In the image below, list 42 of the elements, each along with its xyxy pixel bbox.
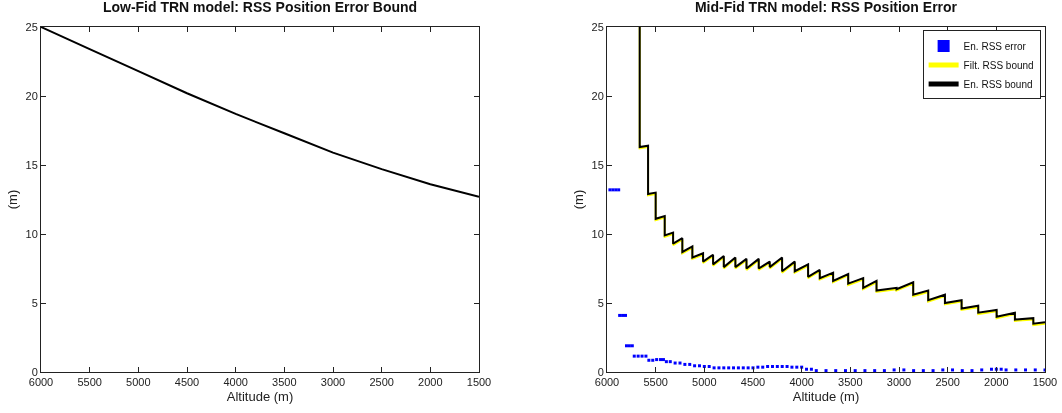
y-tick-label: 5 (31, 296, 38, 309)
x-axis-title: Altitude (m) (226, 388, 294, 404)
y-tick-label: 20 (591, 89, 604, 102)
y-tick-label: 15 (591, 158, 604, 171)
x-tick-label: 1500 (1032, 376, 1058, 389)
x-tick-label: 5500 (643, 376, 668, 389)
x-axis-title: Altitude (m) (792, 388, 860, 404)
x-tick-label: 4000 (223, 376, 248, 389)
line-series (41, 27, 479, 198)
y-axis-title: (m) (571, 189, 587, 210)
x-tick-label: 3000 (320, 376, 346, 389)
x-tick-label: 2000 (984, 376, 1009, 389)
x-tick-label: 4000 (789, 376, 814, 389)
x-tick-label: 3500 (838, 376, 863, 389)
x-tick-label: 2000 (418, 376, 443, 389)
y-tick-label: 10 (25, 227, 38, 240)
y-tick-label: 15 (25, 158, 38, 171)
chart-title: Mid-Fid TRN model: RSS Position Error (694, 0, 958, 15)
y-axis-title: (m) (5, 189, 21, 210)
y-tick-label: 0 (597, 365, 604, 378)
x-tick-label: 2500 (935, 376, 960, 389)
x-tick-label: 4500 (740, 376, 766, 389)
y-tick-label: 10 (591, 227, 604, 240)
x-tick-label: 4500 (174, 376, 200, 389)
y-tick-label: 25 (591, 20, 604, 33)
x-tick-label: 5000 (126, 376, 151, 389)
y-tick-label: 5 (597, 296, 604, 309)
x-tick-label: 6000 (28, 376, 54, 389)
legend-label: En. RSS error (963, 40, 1027, 52)
x-tick-label: 6000 (594, 376, 620, 389)
x-tick-label: 5000 (692, 376, 717, 389)
y-tick-label: 25 (25, 20, 38, 33)
chart-title: Low-Fid TRN model: RSS Position Error Bound (102, 0, 418, 15)
y-tick-label: 20 (25, 89, 38, 102)
legend-label: Filt. RSS bound (963, 59, 1034, 71)
x-tick-label: 3500 (272, 376, 297, 389)
x-tick-label: 1500 (466, 376, 492, 389)
y-tick-label: 0 (31, 365, 38, 378)
x-tick-label: 5500 (77, 376, 102, 389)
x-tick-label: 3000 (886, 376, 912, 389)
x-tick-label: 2500 (369, 376, 394, 389)
legend-label: En. RSS bound (963, 78, 1033, 90)
